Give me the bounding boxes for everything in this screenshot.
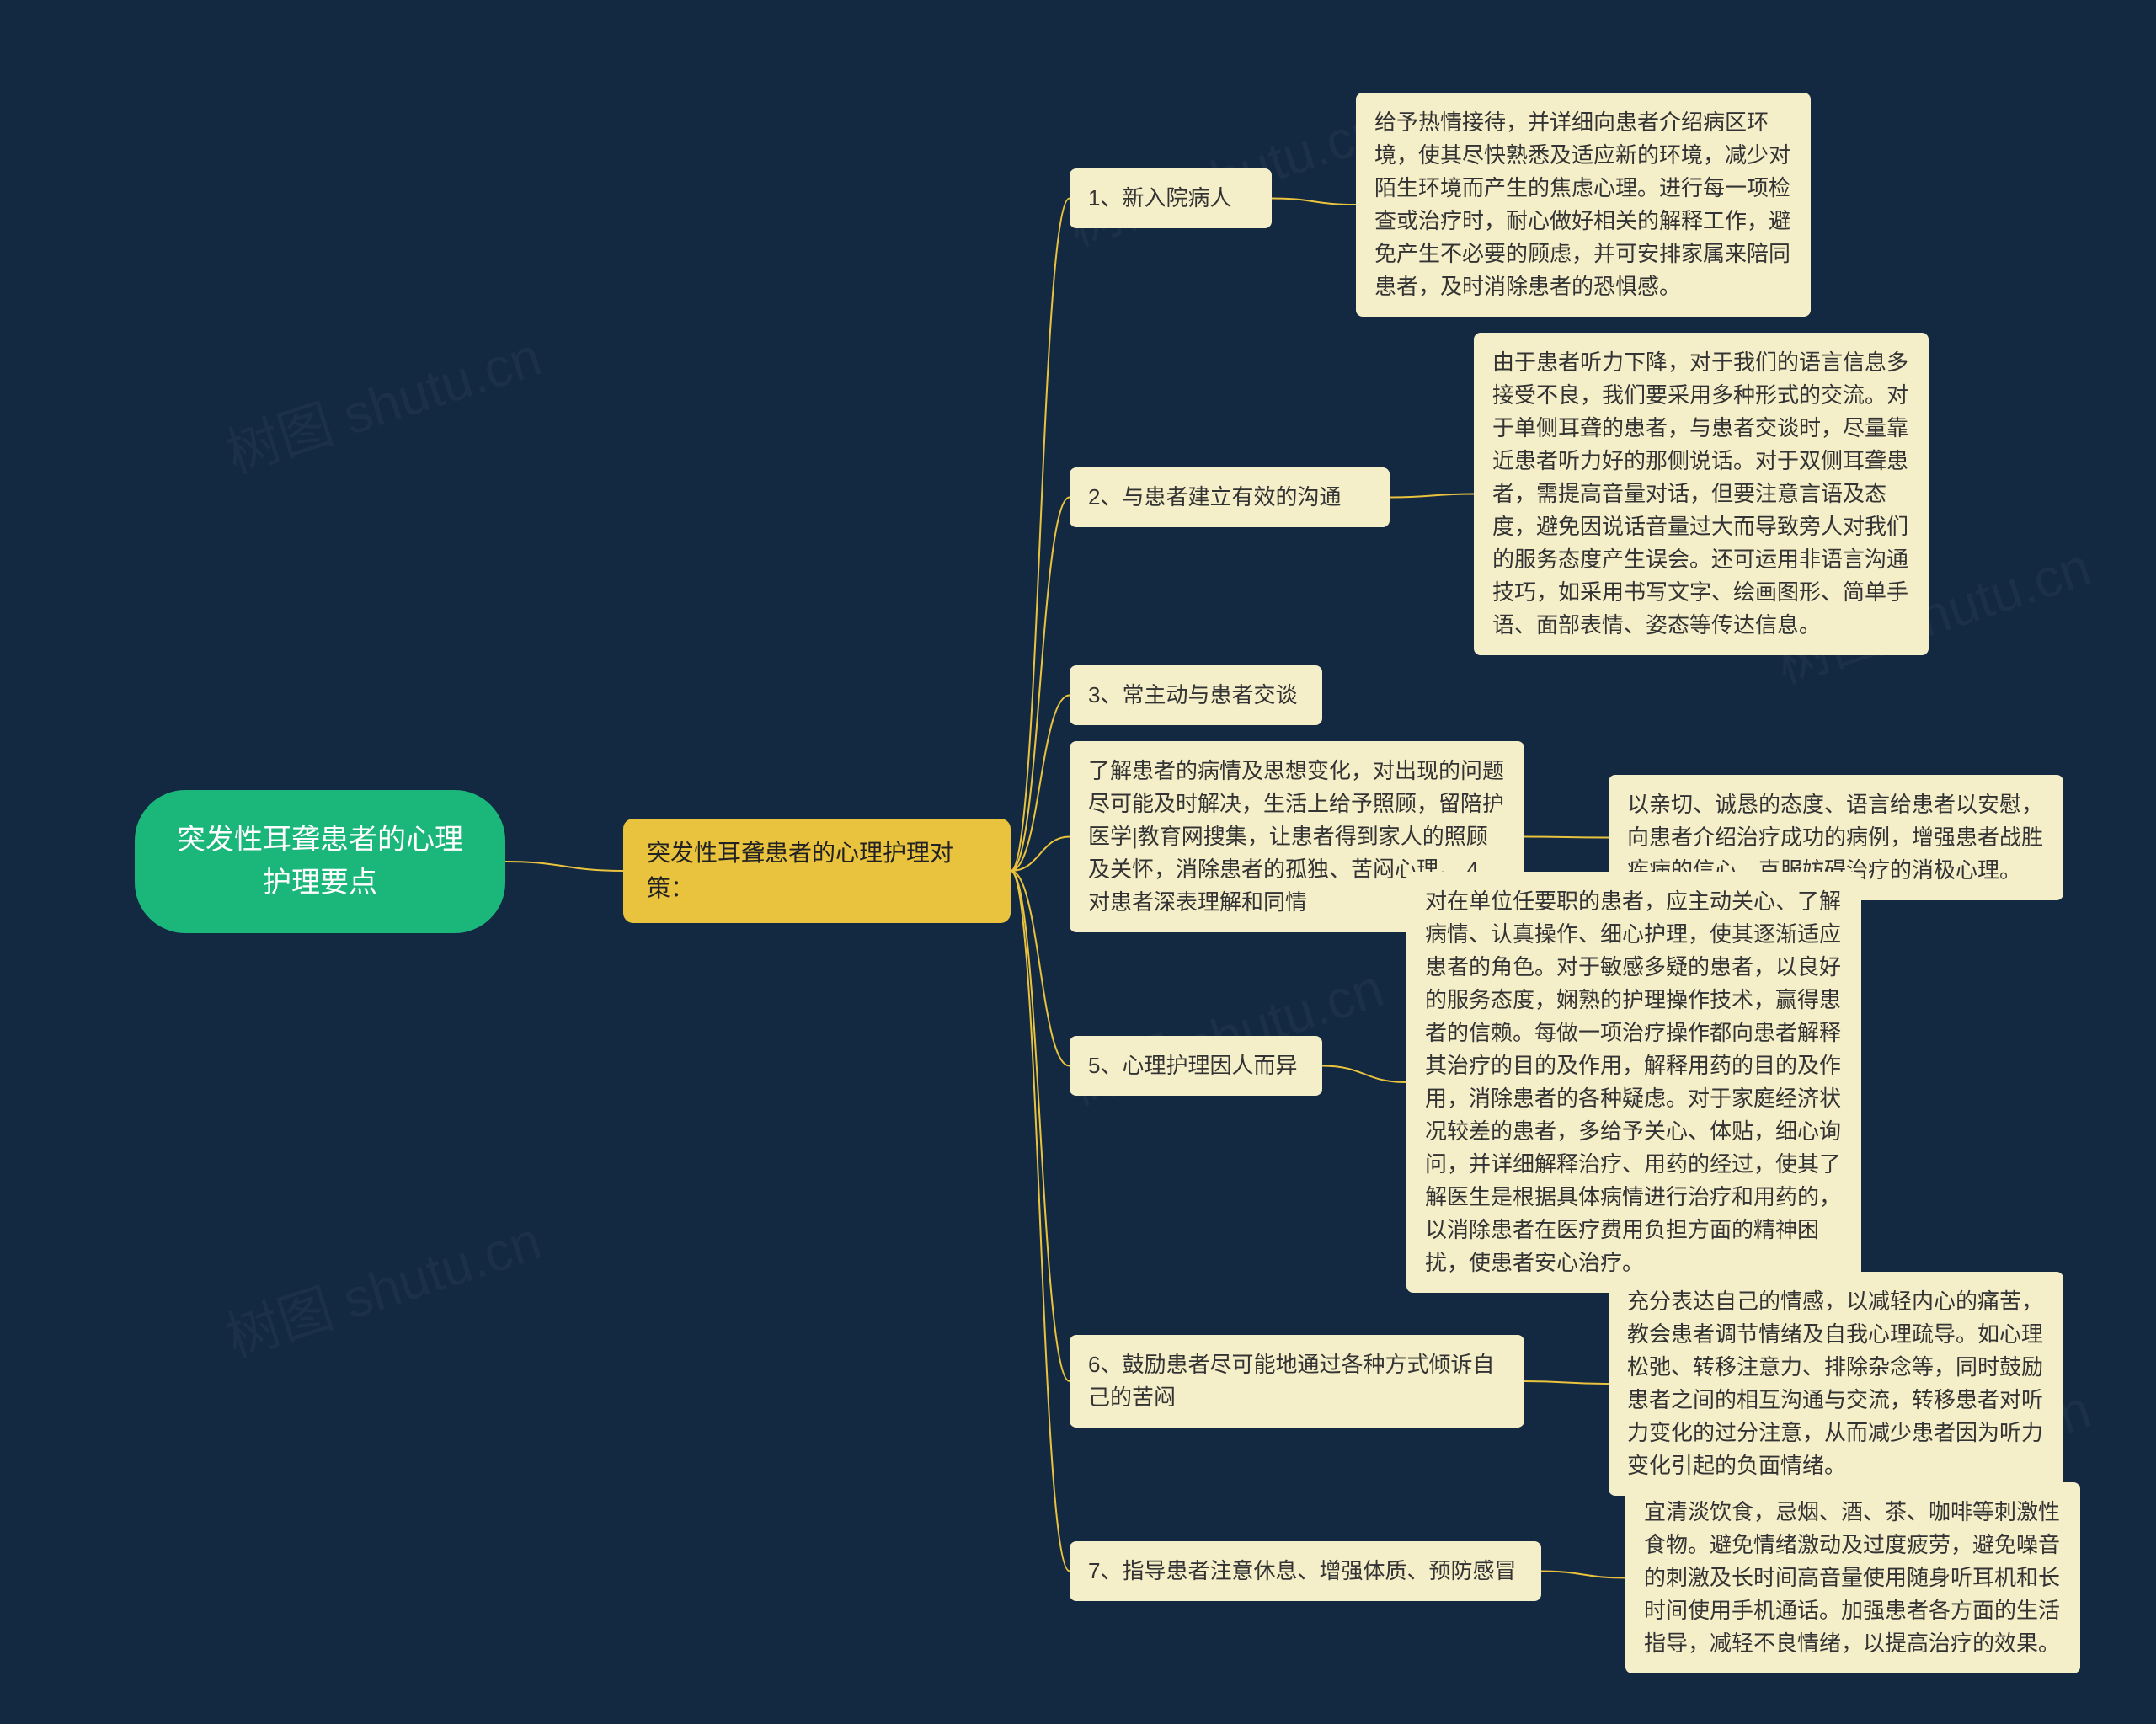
level1-node: 突发性耳聋患者的心理护理对策： — [623, 819, 1011, 923]
branch-detail: 给予热情接待，并详细向患者介绍病区环境，使其尽快熟悉及适应新的环境，减少对陌生环… — [1356, 93, 1811, 317]
watermark: 树图 shutu.cn — [215, 1198, 549, 1372]
branch-detail: 对在单位任要职的患者，应主动关心、了解病情、认真操作、细心护理，使其逐渐适应患者… — [1406, 872, 1861, 1293]
branch-title-text: 3、常主动与患者交谈 — [1088, 682, 1297, 707]
branch-detail-text: 由于患者听力下降，对于我们的语言信息多接受不良，我们要采用多种形式的交流。对于单… — [1492, 350, 1908, 638]
branch-title: 3、常主动与患者交谈 — [1070, 665, 1322, 725]
branch-title: 7、指导患者注意休息、增强体质、预防感冒 — [1070, 1541, 1541, 1601]
branch-title: 6、鼓励患者尽可能地通过各种方式倾诉自己的苦闷 — [1070, 1335, 1524, 1428]
branch-title-text: 5、心理护理因人而异 — [1088, 1053, 1297, 1078]
branch-detail-text: 宜清淡饮食，忌烟、酒、茶、咖啡等刺激性食物。避免情绪激动及过度疲劳，避免噪音的刺… — [1644, 1499, 2060, 1656]
branch-title: 1、新入院病人 — [1070, 168, 1272, 228]
level1-label: 突发性耳聋患者的心理护理对策： — [647, 840, 953, 901]
branch-title-text: 6、鼓励患者尽可能地通过各种方式倾诉自己的苦闷 — [1088, 1352, 1494, 1410]
root-node: 突发性耳聋患者的心理护理要点 — [135, 790, 505, 933]
branch-detail: 充分表达自己的情感，以减轻内心的痛苦，教会患者调节情绪及自我心理疏导。如心理松弛… — [1609, 1272, 2063, 1496]
branch-title-text: 2、与患者建立有效的沟通 — [1088, 484, 1341, 510]
branch-detail-text: 充分表达自己的情感，以减轻内心的痛苦，教会患者调节情绪及自我心理疏导。如心理松弛… — [1627, 1289, 2043, 1478]
root-label: 突发性耳聋患者的心理护理要点 — [177, 824, 463, 899]
branch-detail-text: 对在单位任要职的患者，应主动关心、了解病情、认真操作、细心护理，使其逐渐适应患者… — [1425, 889, 1841, 1275]
watermark: 树图 shutu.cn — [215, 313, 549, 488]
branch-title: 2、与患者建立有效的沟通 — [1070, 467, 1390, 527]
branch-detail: 宜清淡饮食，忌烟、酒、茶、咖啡等刺激性食物。避免情绪激动及过度疲劳，避免噪音的刺… — [1625, 1482, 2080, 1673]
branch-title: 5、心理护理因人而异 — [1070, 1036, 1322, 1096]
branch-detail: 由于患者听力下降，对于我们的语言信息多接受不良，我们要采用多种形式的交流。对于单… — [1474, 333, 1929, 655]
branch-detail-text: 以亲切、诚恳的态度、语言给患者以安慰，向患者介绍治疗成功的病例，增强患者战胜疾病… — [1627, 792, 2043, 883]
branch-title-text: 1、新入院病人 — [1088, 185, 1231, 211]
branch-detail-text: 给予热情接待，并详细向患者介绍病区环境，使其尽快熟悉及适应新的环境，减少对陌生环… — [1374, 109, 1790, 299]
branch-title-text: 7、指导患者注意休息、增强体质、预防感冒 — [1088, 1558, 1516, 1583]
